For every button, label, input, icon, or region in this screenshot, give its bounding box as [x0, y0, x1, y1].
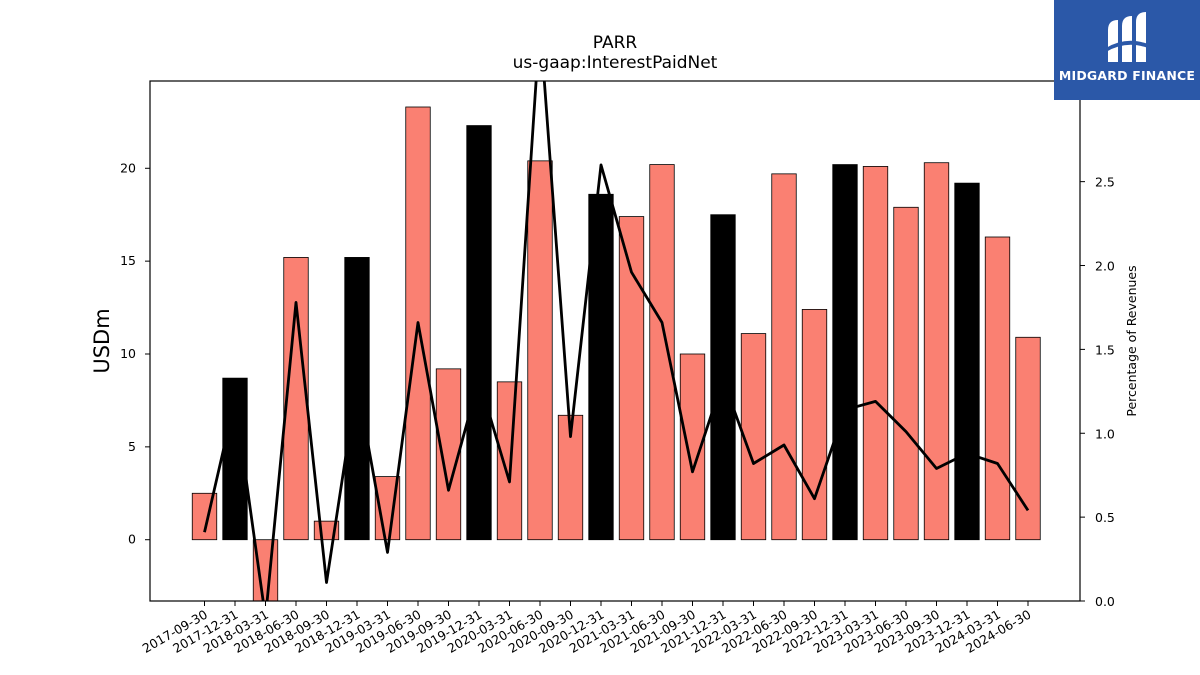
chart-title: PARR: [593, 33, 638, 53]
chart-subtitle: us-gaap:InterestPaidNet: [513, 53, 718, 73]
bar-2018-12-31: [344, 257, 370, 541]
y-axis-left: 0 5 10 15 20: [120, 160, 150, 547]
y2-tick-label: 0.0: [1095, 594, 1115, 609]
bar-2024-06-30: [1015, 336, 1041, 541]
bar-2019-09-30: [435, 368, 462, 541]
bar-2021-12-31: [710, 214, 736, 541]
line-series: [203, 81, 1030, 601]
plot-frame: [149, 80, 1081, 602]
y2-tick-label: 1.5: [1095, 342, 1115, 357]
brand-name: MIDGARD FINANCE: [1058, 68, 1196, 83]
bar-2023-12-31: [954, 182, 980, 541]
bar-2024-03-31: [984, 236, 1011, 541]
y2-tick-label: 0.5: [1095, 510, 1115, 525]
bar-2022-09-30: [801, 309, 828, 541]
x-axis: 2017-09-302017-12-312018-03-312018-06-30…: [140, 601, 1034, 656]
bar-2021-03-31: [618, 216, 645, 541]
y-axis-label: USDm: [90, 308, 114, 373]
midgard-logo-icon: [1106, 12, 1148, 62]
brand-logo: MIDGARD FINANCE: [1054, 0, 1200, 100]
y2-axis-label: Percentage of Revenues: [1124, 265, 1139, 416]
y-axis-right: 0.0 0.5 1.0 1.5 2.0 2.5: [1080, 175, 1115, 609]
bar-2020-12-31: [588, 193, 614, 541]
bar-2021-06-30: [649, 164, 675, 541]
y-tick-label: 5: [128, 439, 136, 454]
revenue-percentage-line: [203, 81, 1030, 601]
bar-2019-12-31: [466, 125, 492, 541]
y-tick-label: 10: [120, 346, 136, 361]
bar-2023-06-30: [893, 206, 919, 541]
bar-2023-03-31: [862, 166, 889, 541]
y-tick-label: 15: [120, 253, 136, 268]
bar-2022-12-31: [832, 164, 858, 541]
y2-tick-label: 2.0: [1095, 259, 1115, 274]
bar-2023-09-30: [923, 162, 950, 541]
y2-tick-label: 1.0: [1095, 426, 1115, 441]
y-tick-label: 0: [128, 532, 136, 547]
y2-tick-label: 2.5: [1095, 175, 1115, 190]
y-tick-label: 20: [120, 160, 136, 175]
bar-2020-06-30: [527, 160, 553, 541]
bar-2022-06-30: [771, 173, 797, 541]
bar-2022-03-31: [740, 333, 767, 541]
